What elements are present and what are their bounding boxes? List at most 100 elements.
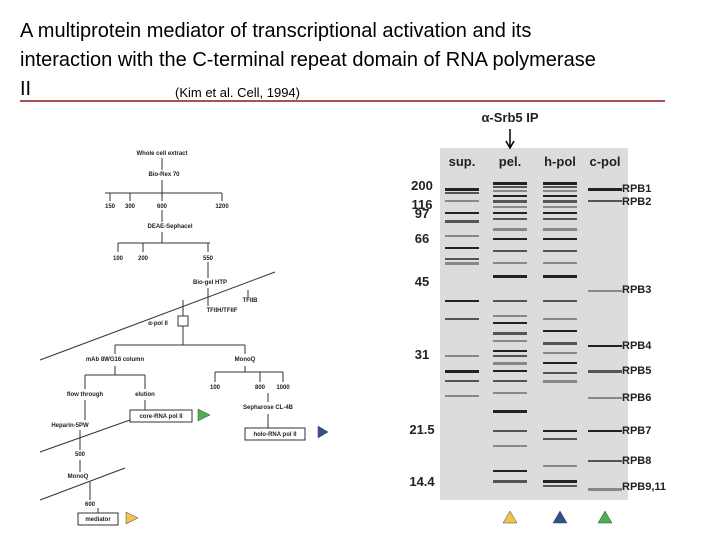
gel-band: [493, 262, 527, 264]
gel-band: [543, 430, 577, 432]
gel-band: [493, 392, 527, 394]
gel-band: [493, 182, 527, 185]
gel-band: [588, 430, 622, 432]
gel-band: [493, 200, 527, 203]
gel-band: [445, 212, 479, 214]
marker-triangle: [197, 408, 211, 422]
scheme-node: Whole cell extract: [136, 151, 187, 157]
scheme-node: holo-RNA pol II: [253, 432, 296, 438]
gel-band: [493, 300, 527, 302]
mw-marker: 45: [415, 274, 429, 289]
gel-band: [543, 206, 577, 208]
gel-band: [493, 275, 527, 278]
scheme-labels: Whole cell extract Bio-Rex 70 150 300 600 120…: [51, 151, 297, 523]
citation: (Kim et al. Cell, 1994): [175, 85, 300, 100]
gel-band: [543, 480, 577, 483]
gel-band: [445, 247, 479, 249]
lane-label: sup.: [449, 154, 476, 169]
gel-band: [543, 212, 577, 214]
mw-marker: 200: [411, 178, 433, 193]
gel-band: [493, 480, 527, 483]
gel-band: [543, 275, 577, 278]
gel-band: [493, 186, 527, 188]
marker-triangle: [317, 425, 329, 439]
gel-band: [588, 370, 622, 373]
subunit-label: RPB7: [622, 425, 651, 437]
gel-band: [543, 380, 577, 383]
scheme-node: TFIIH/TFIIF: [207, 308, 238, 314]
gel-band: [493, 355, 527, 357]
scheme-node: 500: [75, 452, 86, 458]
mw-marker: 14.4: [409, 474, 435, 489]
gel-band: [543, 186, 577, 188]
subunit-label: RPB1: [622, 183, 651, 195]
gel-band: [588, 290, 622, 292]
scheme-node: 100: [113, 256, 124, 262]
gel-bands: [445, 182, 622, 491]
gel-band: [543, 250, 577, 252]
gel-band: [493, 322, 527, 324]
gel-band: [493, 332, 527, 335]
gel: [440, 148, 628, 500]
scheme-node: Heparin-5PW: [51, 423, 89, 429]
gel-band: [445, 235, 479, 237]
gel-band: [543, 372, 577, 374]
scheme-node: MonoQ: [68, 474, 89, 480]
gel-band: [445, 192, 479, 194]
scheme-node: 1200: [215, 204, 229, 210]
gel-band: [543, 438, 577, 440]
lane-triangle: [597, 510, 613, 524]
gel-band: [543, 330, 577, 332]
scheme-node: core-RNA pol II: [139, 414, 182, 420]
subunit-label: RPB9,11: [622, 481, 666, 493]
gel-band: [588, 200, 622, 202]
gel-band: [493, 430, 527, 432]
scheme-node: α-pol II: [148, 321, 168, 327]
gel-band: [543, 342, 577, 345]
gel-band: [588, 345, 622, 347]
scheme-node: Bio-gel HTP: [193, 280, 227, 286]
gel-band: [493, 206, 527, 208]
gel-band: [493, 190, 527, 192]
gel-band: [493, 315, 527, 317]
gel-band: [543, 182, 577, 185]
gel-band: [543, 465, 577, 467]
mw-marker: 116: [412, 197, 433, 212]
gel-band: [588, 460, 622, 462]
scheme-node: mAb 8WG16 column: [86, 357, 145, 363]
gel-band: [493, 370, 527, 372]
lane-triangle: [552, 510, 568, 524]
scheme-node: 600: [157, 204, 168, 210]
gel-band: [493, 228, 527, 231]
scheme-node: 800: [255, 385, 266, 391]
gel-band: [493, 380, 527, 382]
gel-band: [493, 410, 527, 413]
gel-band: [493, 238, 527, 240]
gel-band: [543, 228, 577, 231]
subunit-label: RPB3: [622, 284, 651, 296]
subunit-label: RPB8: [622, 455, 651, 467]
gel-band: [445, 355, 479, 357]
gel-band: [493, 218, 527, 220]
scheme-node: Sepharose CL-4B: [243, 405, 294, 411]
gel-band: [543, 218, 577, 220]
gel-band: [543, 300, 577, 302]
gel-band: [588, 488, 622, 491]
scheme-node: 100: [210, 385, 221, 391]
gel-band: [445, 258, 479, 260]
gel-band: [588, 397, 622, 399]
mw-marker: 21.5: [409, 422, 434, 437]
title-line: A multiprotein mediator of transcription…: [20, 20, 596, 100]
gel-band: [493, 470, 527, 472]
subunit-label: RPB4: [622, 340, 652, 352]
scheme-node: Bio-Rex 70: [148, 172, 180, 178]
scheme-node: DEAE-Sephacel: [147, 224, 192, 230]
ip-arrow: [505, 129, 515, 150]
gel-band: [445, 318, 479, 320]
lane-triangle: [502, 510, 518, 524]
scheme-node: 1000: [276, 385, 290, 391]
gel-band: [543, 318, 577, 320]
subunit-label: RPB5: [622, 365, 651, 377]
